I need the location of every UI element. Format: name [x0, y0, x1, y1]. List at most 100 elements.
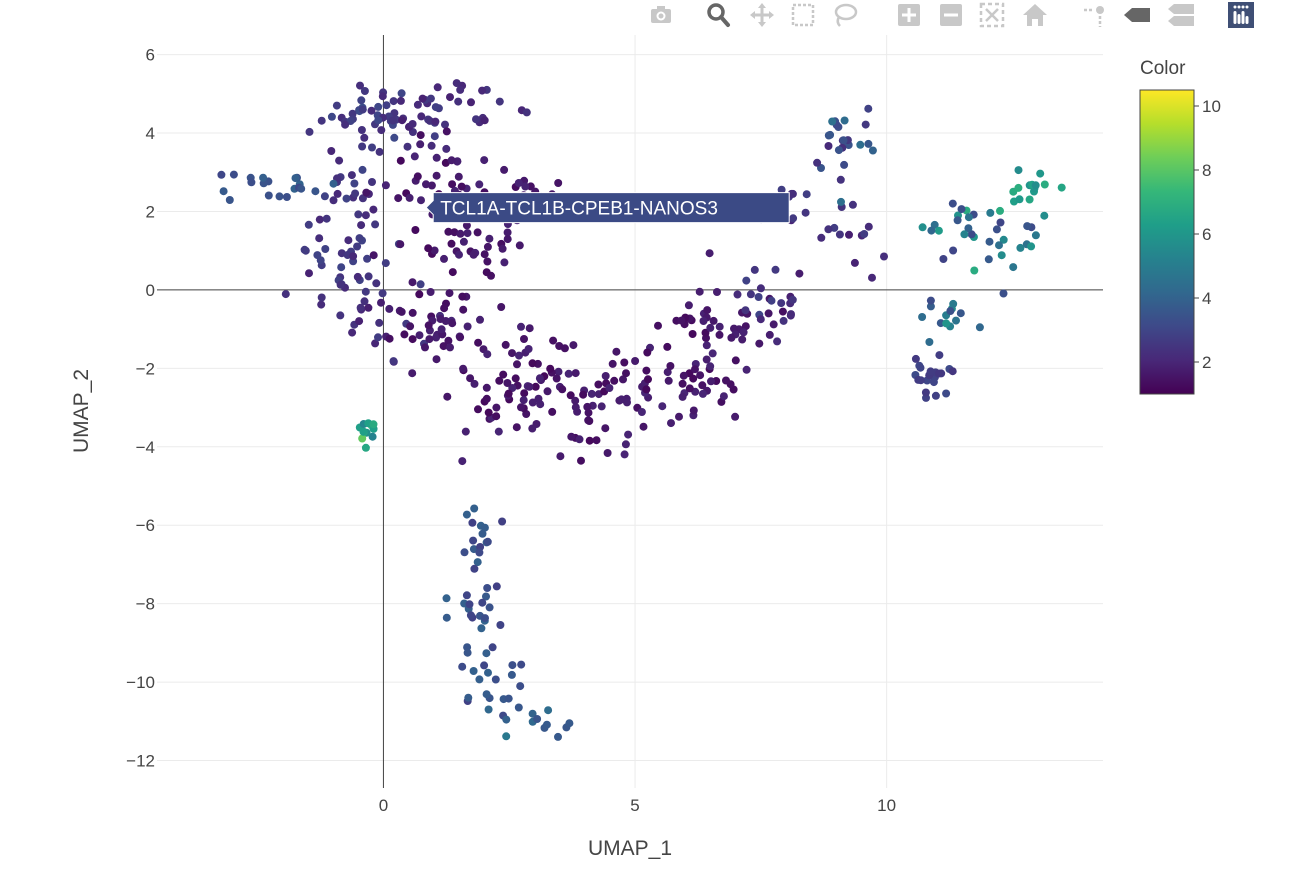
- scatter-point[interactable]: [601, 424, 610, 433]
- scatter-point[interactable]: [621, 440, 630, 449]
- scatter-point[interactable]: [500, 258, 509, 267]
- scatter-point[interactable]: [654, 321, 662, 330]
- scatter-point[interactable]: [996, 218, 1005, 227]
- scatter-point[interactable]: [549, 336, 558, 345]
- scatter-point[interactable]: [579, 390, 588, 399]
- scatter-point[interactable]: [462, 591, 471, 600]
- scatter-point[interactable]: [426, 288, 435, 296]
- hover-closest-icon[interactable]: [1122, 0, 1152, 30]
- scatter-point[interactable]: [355, 317, 364, 326]
- scatter-point[interactable]: [482, 592, 490, 601]
- scatter-point[interactable]: [840, 160, 849, 169]
- scatter-point[interactable]: [689, 406, 698, 415]
- scatter-point[interactable]: [368, 178, 376, 186]
- scatter-point[interactable]: [313, 251, 322, 260]
- scatter-point[interactable]: [531, 382, 540, 391]
- scatter-point[interactable]: [926, 367, 935, 376]
- scatter-point[interactable]: [519, 396, 528, 405]
- scatter-point[interactable]: [543, 387, 552, 396]
- scatter-point[interactable]: [566, 391, 575, 400]
- scatter-point[interactable]: [492, 403, 501, 412]
- scatter-point[interactable]: [571, 403, 580, 412]
- scatter-point[interactable]: [448, 268, 457, 277]
- scatter-point[interactable]: [462, 221, 471, 230]
- scatter-point[interactable]: [817, 233, 826, 242]
- scatter-point[interactable]: [864, 104, 873, 113]
- scatter-point[interactable]: [777, 185, 786, 194]
- scatter-point[interactable]: [864, 139, 873, 148]
- scatter-point[interactable]: [1016, 243, 1025, 252]
- scatter-point[interactable]: [442, 613, 451, 622]
- scatter-point[interactable]: [667, 419, 675, 428]
- scatter-point[interactable]: [466, 374, 475, 383]
- scatter-point[interactable]: [916, 363, 925, 372]
- scatter-point[interactable]: [488, 643, 497, 652]
- scatter-point[interactable]: [482, 394, 491, 403]
- scatter-point[interactable]: [528, 424, 537, 433]
- scatter-point[interactable]: [424, 244, 433, 253]
- scatter-point[interactable]: [481, 614, 489, 623]
- scatter-point[interactable]: [421, 343, 429, 352]
- scatter-point[interactable]: [565, 719, 574, 728]
- scatter-point[interactable]: [828, 117, 837, 126]
- scatter-point[interactable]: [495, 97, 504, 106]
- scatter-point[interactable]: [967, 230, 976, 239]
- scatter-point[interactable]: [432, 171, 441, 180]
- scatter-point[interactable]: [469, 667, 478, 675]
- scatter-point[interactable]: [624, 430, 633, 439]
- scatter-point[interactable]: [622, 369, 630, 378]
- scatter-point[interactable]: [353, 242, 362, 251]
- scatter-point[interactable]: [484, 705, 493, 714]
- scatter-point[interactable]: [1023, 222, 1032, 231]
- scatter-point[interactable]: [408, 308, 417, 317]
- scatter-point[interactable]: [470, 504, 479, 513]
- scatter-point[interactable]: [342, 194, 351, 203]
- scatter-point[interactable]: [750, 265, 759, 274]
- scatter-point[interactable]: [448, 319, 457, 328]
- scatter-point[interactable]: [361, 211, 370, 220]
- scatter-point[interactable]: [478, 598, 487, 607]
- scatter-point[interactable]: [953, 216, 962, 225]
- scatter-point[interactable]: [533, 715, 542, 723]
- scatter-point[interactable]: [349, 252, 358, 261]
- scatter-point[interactable]: [813, 158, 822, 167]
- scatter-point[interactable]: [337, 263, 346, 272]
- scatter-point[interactable]: [427, 141, 436, 150]
- scatter-point[interactable]: [702, 355, 711, 364]
- scatter-point[interactable]: [521, 182, 530, 191]
- scatter-point[interactable]: [436, 315, 445, 323]
- scatter-point[interactable]: [1040, 211, 1049, 220]
- scatter-point[interactable]: [480, 116, 489, 125]
- scatter-point[interactable]: [362, 188, 371, 197]
- lasso-select-icon[interactable]: [830, 0, 860, 30]
- scatter-point[interactable]: [483, 242, 492, 251]
- scatter-point[interactable]: [408, 335, 417, 344]
- scatter-point[interactable]: [515, 351, 523, 360]
- scatter-point[interactable]: [327, 147, 336, 155]
- scatter-point[interactable]: [371, 339, 380, 348]
- scatter-point[interactable]: [731, 356, 740, 365]
- scatter-point[interactable]: [350, 179, 359, 188]
- scatter-point[interactable]: [431, 117, 440, 126]
- scatter-point[interactable]: [355, 234, 364, 243]
- scatter-point[interactable]: [500, 165, 509, 174]
- scatter-point[interactable]: [585, 436, 594, 445]
- scatter-point[interactable]: [779, 316, 788, 325]
- scatter-point[interactable]: [554, 732, 562, 741]
- scatter-point[interactable]: [678, 392, 687, 401]
- scatter-point[interactable]: [259, 173, 268, 182]
- scatter-point[interactable]: [703, 306, 712, 315]
- scatter-point[interactable]: [432, 153, 441, 162]
- scatter-point[interactable]: [528, 359, 537, 368]
- scatter-point[interactable]: [525, 324, 534, 333]
- scatter-point[interactable]: [956, 309, 965, 318]
- scatter-point[interactable]: [528, 398, 537, 407]
- scatter-point[interactable]: [360, 297, 369, 306]
- scatter-point[interactable]: [357, 126, 366, 134]
- zoom-in-icon[interactable]: [894, 0, 924, 30]
- scatter-point[interactable]: [942, 319, 951, 328]
- scatter-point[interactable]: [441, 120, 449, 129]
- scatter-point[interactable]: [534, 394, 543, 403]
- scatter-point[interactable]: [948, 367, 957, 376]
- scatter-point[interactable]: [374, 102, 383, 111]
